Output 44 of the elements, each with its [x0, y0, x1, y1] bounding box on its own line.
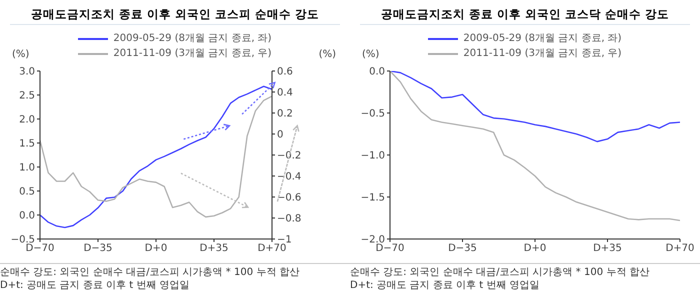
y2-tick-label: 0 — [277, 130, 284, 141]
y2-tick-label: −0.4 — [277, 172, 302, 183]
chart-title: 공매도금지조치 종료 이후 외국인 코스닥 순매수 강도 — [360, 4, 690, 25]
y-tick-label: 1.5 — [19, 138, 35, 150]
text: D+t: 공매도 금지 종료 이후 t 번째 영업일 — [350, 279, 541, 292]
legend-label: 2011-11-09 (3개월 금지 종료, 우) — [463, 47, 622, 61]
x-tick-label: D+70 — [258, 243, 286, 254]
y2-axis-title: (%) — [318, 49, 336, 60]
y-tick-label: −1.5 — [360, 192, 385, 204]
y-tick-label: 2.5 — [19, 90, 35, 102]
line-series — [390, 71, 680, 142]
x-tick-label: D−35 — [84, 243, 112, 254]
y2-tick-label: 0.4 — [277, 88, 293, 99]
y-axis-title: (%) — [12, 49, 30, 60]
x-tick-label: D+70 — [666, 243, 694, 254]
x-tick-label: D+0 — [524, 243, 546, 254]
y-tick-label: 3.0 — [19, 66, 35, 78]
y-tick-label: −0.5 — [360, 108, 385, 120]
y-tick-label: 0.0 — [19, 210, 35, 222]
text: 순매수 강도: 외국인 순매수 대금/코스피 시가총액 * 100 누적 합산 — [350, 266, 650, 279]
y-tick-label: 2.0 — [19, 114, 35, 126]
y2-tick-label: 0.2 — [277, 108, 293, 120]
y2-tick-label: −0.2 — [277, 150, 302, 162]
text: 순매수 강도: 외국인 순매수 대금/코스피 시가총액 * 100 누적 합산 — [0, 266, 300, 279]
x-tick-label: D+35 — [200, 243, 228, 254]
legend-label: 2009-05-29 (8개월 금지 종료, 좌) — [463, 32, 622, 46]
text: D+t: 공매도 금지 종료 이후 t 번째 영업일 — [0, 279, 191, 292]
y-tick-label: 0.5 — [19, 186, 35, 198]
x-tick-label: D−70 — [376, 243, 404, 254]
x-tick-label: D+35 — [593, 243, 622, 254]
x-tick-label: D−35 — [448, 243, 477, 254]
legend-label: 2011-11-09 (3개월 금지 종료, 우) — [113, 47, 272, 61]
y2-tick-label: −0.6 — [277, 192, 302, 204]
y-tick-label: 0.0 — [369, 66, 385, 78]
y-tick-label: 1.0 — [19, 162, 35, 174]
chart-title: 공매도금지조치 종료 이후 외국인 코스피 순매수 강도 — [10, 4, 340, 25]
legend-label: 2009-05-29 (8개월 금지 종료, 좌) — [113, 32, 272, 46]
y2-tick-label: 0.6 — [277, 66, 293, 78]
y-axis-title: (%) — [362, 49, 380, 60]
y2-tick-label: −0.8 — [277, 214, 302, 225]
x-tick-label: D−70 — [26, 243, 54, 254]
y-tick-label: −1.0 — [360, 150, 385, 162]
x-tick-label: D+0 — [144, 243, 168, 254]
line-series — [390, 71, 680, 222]
